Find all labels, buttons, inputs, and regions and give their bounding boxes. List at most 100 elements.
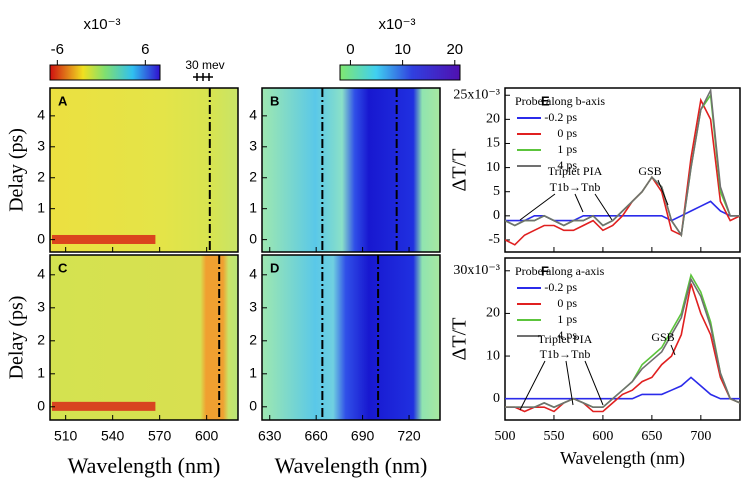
- plot-frame: [261, 254, 441, 421]
- plot-frame: [504, 87, 741, 253]
- plot-frame: [261, 87, 441, 253]
- y-tick-label: -5: [488, 232, 500, 247]
- plot-frame: [504, 257, 741, 421]
- colorbar-tick-label: 20: [446, 41, 463, 58]
- annotation: Triplet PIA: [548, 164, 603, 178]
- annotation: T1b→Tnb: [540, 347, 591, 361]
- arrows: [519, 193, 613, 221]
- annotation: GSB: [651, 330, 674, 344]
- y-tick-label: 4: [249, 266, 257, 282]
- y-tick-label: 5: [493, 184, 500, 199]
- y-tick-label: 10: [486, 348, 500, 363]
- y-tick-label: 0: [493, 208, 500, 223]
- y-tick-label: 10: [486, 160, 500, 175]
- bracket: [193, 73, 213, 81]
- x-tick-label: 700: [690, 429, 711, 444]
- y-axis-label: Delay (ps): [6, 128, 28, 212]
- y-tick-label: 0: [249, 398, 257, 414]
- colorbar-unit: x10⁻³: [83, 16, 120, 33]
- y-tick-label: 1: [249, 365, 257, 381]
- y-tick-label: 20: [486, 306, 500, 321]
- panel-label: B: [270, 93, 279, 108]
- legend-title: Probe along a-axis: [515, 264, 605, 278]
- y-tick-label: 2: [37, 168, 45, 184]
- colorbar-tick-label: -6: [51, 41, 64, 58]
- x-axis-label: Wavelength (nm): [68, 453, 221, 478]
- x-tick-label: 550: [543, 429, 564, 444]
- y-axis-label: ΔT/T: [449, 318, 471, 361]
- colorbar-unit: x10⁻³: [378, 16, 415, 33]
- y-axis-label: ΔT/T: [449, 149, 471, 192]
- arrows: [519, 360, 604, 411]
- colorbar: [339, 64, 461, 81]
- colorbar-tick-label: 6: [141, 41, 149, 58]
- data-line: [505, 277, 740, 409]
- y-tick-label: 0: [493, 391, 500, 406]
- x-axis-label: Wavelength (nm): [275, 453, 428, 478]
- heatmap-image: [262, 255, 440, 420]
- legend-label: 1 ps: [557, 312, 577, 326]
- x-tick-label: 570: [148, 428, 172, 444]
- data-line: [505, 376, 740, 400]
- heatmap-image: [262, 88, 440, 252]
- y-tick-label: 4: [249, 107, 257, 123]
- legend-label: -0.2 ps: [544, 110, 577, 124]
- annotation: 30 mev: [185, 58, 224, 72]
- panel-label: F: [541, 263, 549, 278]
- panel-label: A: [58, 93, 68, 108]
- x-tick-label: 630: [258, 428, 282, 444]
- x-tick-label: 690: [351, 428, 375, 444]
- y-tick-label: 3: [37, 299, 45, 315]
- x-tick-label: 600: [592, 429, 613, 444]
- y-tick-label: 2: [37, 332, 45, 348]
- y-tick-label: 3: [249, 299, 257, 315]
- legend-label: -0.2 ps: [544, 280, 577, 294]
- panel-label: E: [541, 93, 550, 108]
- legend-label: 4 ps: [557, 158, 577, 172]
- x-tick-label: 540: [101, 428, 125, 444]
- y-tick-label: 20: [486, 112, 500, 127]
- heatmap-feature: [52, 234, 156, 244]
- x-tick-label: 500: [495, 429, 516, 444]
- colorbar-tick-label: 10: [394, 41, 411, 58]
- y-tick-label: 30x10⁻³: [453, 263, 500, 278]
- heatmap-feature: [52, 401, 156, 411]
- y-tick-label: 4: [37, 266, 45, 282]
- arrow: [670, 344, 676, 356]
- y-tick-label: 1: [249, 199, 257, 215]
- data-line: [505, 88, 740, 238]
- plot-frame: [49, 87, 239, 253]
- y-tick-label: 2: [249, 332, 257, 348]
- panel-label: C: [58, 260, 68, 275]
- y-tick-label: 1: [37, 365, 45, 381]
- x-tick-label: 660: [304, 428, 328, 444]
- data-line: [505, 97, 740, 246]
- x-tick-label: 510: [54, 428, 78, 444]
- legend-label: 0 ps: [557, 296, 577, 310]
- x-tick-label: 600: [195, 428, 219, 444]
- legend-label: 0 ps: [557, 126, 577, 140]
- x-tick-label: 650: [641, 429, 662, 444]
- y-tick-label: 15: [486, 136, 500, 151]
- y-tick-label: 3: [249, 137, 257, 153]
- legend-title: Probe along b-axis: [515, 94, 605, 108]
- data-line: [505, 283, 740, 413]
- y-tick-label: 3: [37, 137, 45, 153]
- y-tick-label: 0: [249, 230, 257, 246]
- plot-frame: [49, 254, 239, 421]
- x-tick-label: 720: [397, 428, 421, 444]
- annotation: GSB: [638, 164, 661, 178]
- annotation: Triplet PIA: [538, 332, 593, 346]
- heatmap-image: [50, 255, 238, 420]
- x-axis-label: Wavelength (nm): [560, 448, 685, 469]
- legend-label: 1 ps: [557, 142, 577, 156]
- y-tick-label: 2: [249, 168, 257, 184]
- panel-label: D: [270, 260, 279, 275]
- y-tick-label: 0: [37, 230, 45, 246]
- y-tick-label: 1: [37, 199, 45, 215]
- y-axis-label: Delay (ps): [6, 296, 28, 380]
- legend-label: 4 ps: [557, 328, 577, 342]
- y-tick-label: 0: [37, 398, 45, 414]
- heatmap-image: [50, 88, 238, 252]
